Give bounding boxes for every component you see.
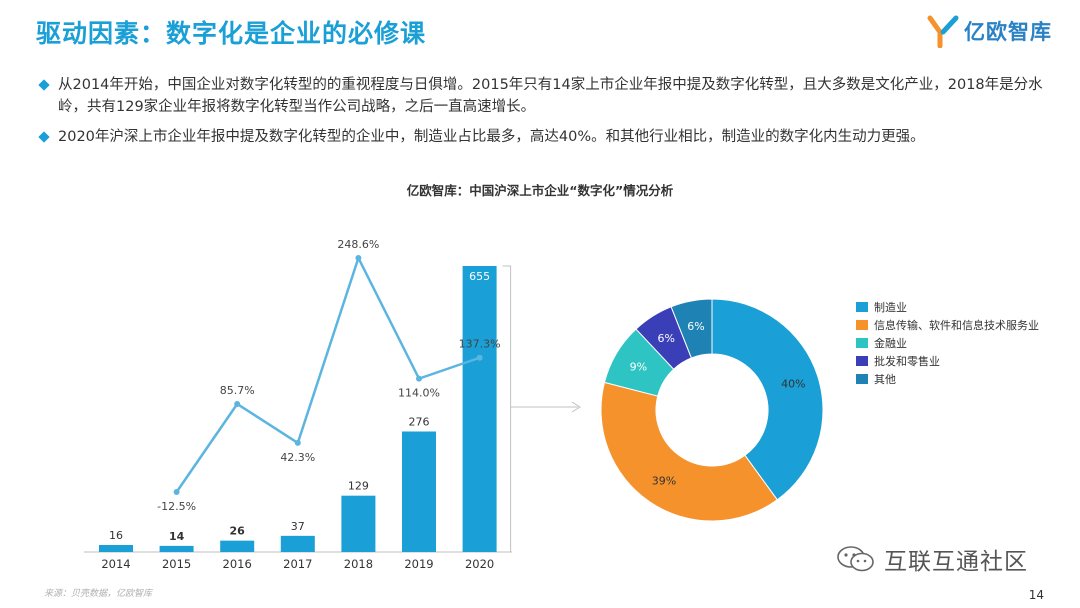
legend-swatch <box>856 320 868 330</box>
legend-item: 其他 <box>856 370 1039 388</box>
slice-label: 6% <box>687 320 704 333</box>
bar <box>159 545 194 552</box>
x-tick-label: 2016 <box>223 557 252 571</box>
slide-title: 驱动因素：数字化是企业的必修课 <box>36 19 427 48</box>
brand-logo: 亿欧智库 <box>926 14 1052 48</box>
line-point <box>294 439 301 446</box>
logo-icon <box>927 15 959 48</box>
bullet-list: 从2014年开始，中国企业对数字化转型的的重视程度与日俱增。2015年只有14家… <box>38 74 1048 156</box>
bar-value-label: 16 <box>109 529 123 542</box>
watermark: 互联互通社区 <box>836 542 1028 576</box>
wechat-icon <box>837 546 874 572</box>
bar-value-label: 26 <box>230 525 246 538</box>
legend-swatch <box>856 338 868 348</box>
pie-legend: 制造业信息传输、软件和信息技术服务业 金融业批发和零售业 其他 <box>856 298 1039 388</box>
slice-label: 39% <box>652 475 676 488</box>
legend-item: 信息传输、软件和信息技术服务业 <box>856 316 1039 334</box>
bar <box>280 535 315 552</box>
line-point <box>173 489 180 495</box>
line-value-label: 137.3% <box>459 338 501 351</box>
line-point <box>476 354 483 361</box>
donut-slice <box>670 298 713 359</box>
line-value-label: 85.7% <box>220 384 255 397</box>
chart-title: 亿欧智库：中国沪深上市企业“数字化”情况分析 <box>406 183 674 198</box>
slice-label: 40% <box>781 378 805 391</box>
legend-item: 金融业 <box>856 334 1039 352</box>
bar-value-label: 276 <box>409 415 430 428</box>
bar <box>220 540 255 552</box>
bar-value-label: 37 <box>291 520 305 533</box>
slice-label: 9% <box>630 360 647 373</box>
slice-label: 6% <box>657 332 674 345</box>
legend-label: 其他 <box>874 373 896 386</box>
legend-label: 制造业 <box>874 301 907 314</box>
source-note: 来源：贝壳数据，亿欧智库 <box>44 589 153 599</box>
logo-text: 亿欧智库 <box>964 20 1052 44</box>
legend-label: 信息传输、软件和信息技术服务业 <box>874 319 1039 332</box>
bar <box>99 545 133 552</box>
legend-swatch <box>856 356 868 366</box>
line-point <box>416 375 422 382</box>
x-tick-label: 2017 <box>283 557 312 571</box>
donut-slice <box>711 298 824 501</box>
watermark-text: 互联互通社区 <box>884 549 1028 575</box>
x-tick-label: 2014 <box>101 557 130 571</box>
legend-item: 批发和零售业 <box>856 352 1039 370</box>
bar <box>341 495 376 552</box>
bar-value-label: 129 <box>348 480 369 493</box>
bar-value-label: 14 <box>169 530 185 543</box>
bar <box>402 431 436 552</box>
bracket <box>502 265 512 553</box>
bar-value-label: 655 <box>469 270 490 283</box>
bullet-item: 2020年沪深上市企业年报中提及数字化转型的企业中，制造业占比最多，高达40%。… <box>38 126 1048 148</box>
x-tick-label: 2020 <box>465 557 494 571</box>
connector-arrow-icon <box>571 401 581 413</box>
x-tick-label: 2019 <box>404 557 433 571</box>
bullet-item: 从2014年开始，中国企业对数字化转型的的重视程度与日俱增。2015年只有14家… <box>38 74 1048 118</box>
legend-swatch <box>856 302 868 312</box>
line-value-label: -12.5% <box>157 500 196 513</box>
line-point <box>355 255 362 261</box>
page-number: 14 <box>1028 588 1044 602</box>
line-point <box>234 400 241 407</box>
legend-swatch <box>856 374 868 384</box>
bar <box>462 266 497 552</box>
line-value-label: 248.6% <box>337 238 379 251</box>
donut-slice <box>600 381 778 522</box>
legend-item: 制造业 <box>856 298 1039 316</box>
legend-label: 批发和零售业 <box>874 355 940 368</box>
x-tick-label: 2018 <box>344 557 373 571</box>
x-tick-label: 2015 <box>162 557 191 571</box>
line-value-label: 114.0% <box>398 387 440 400</box>
line-value-label: 42.3% <box>280 451 315 464</box>
growth-line <box>175 254 481 493</box>
legend-label: 金融业 <box>874 337 907 350</box>
